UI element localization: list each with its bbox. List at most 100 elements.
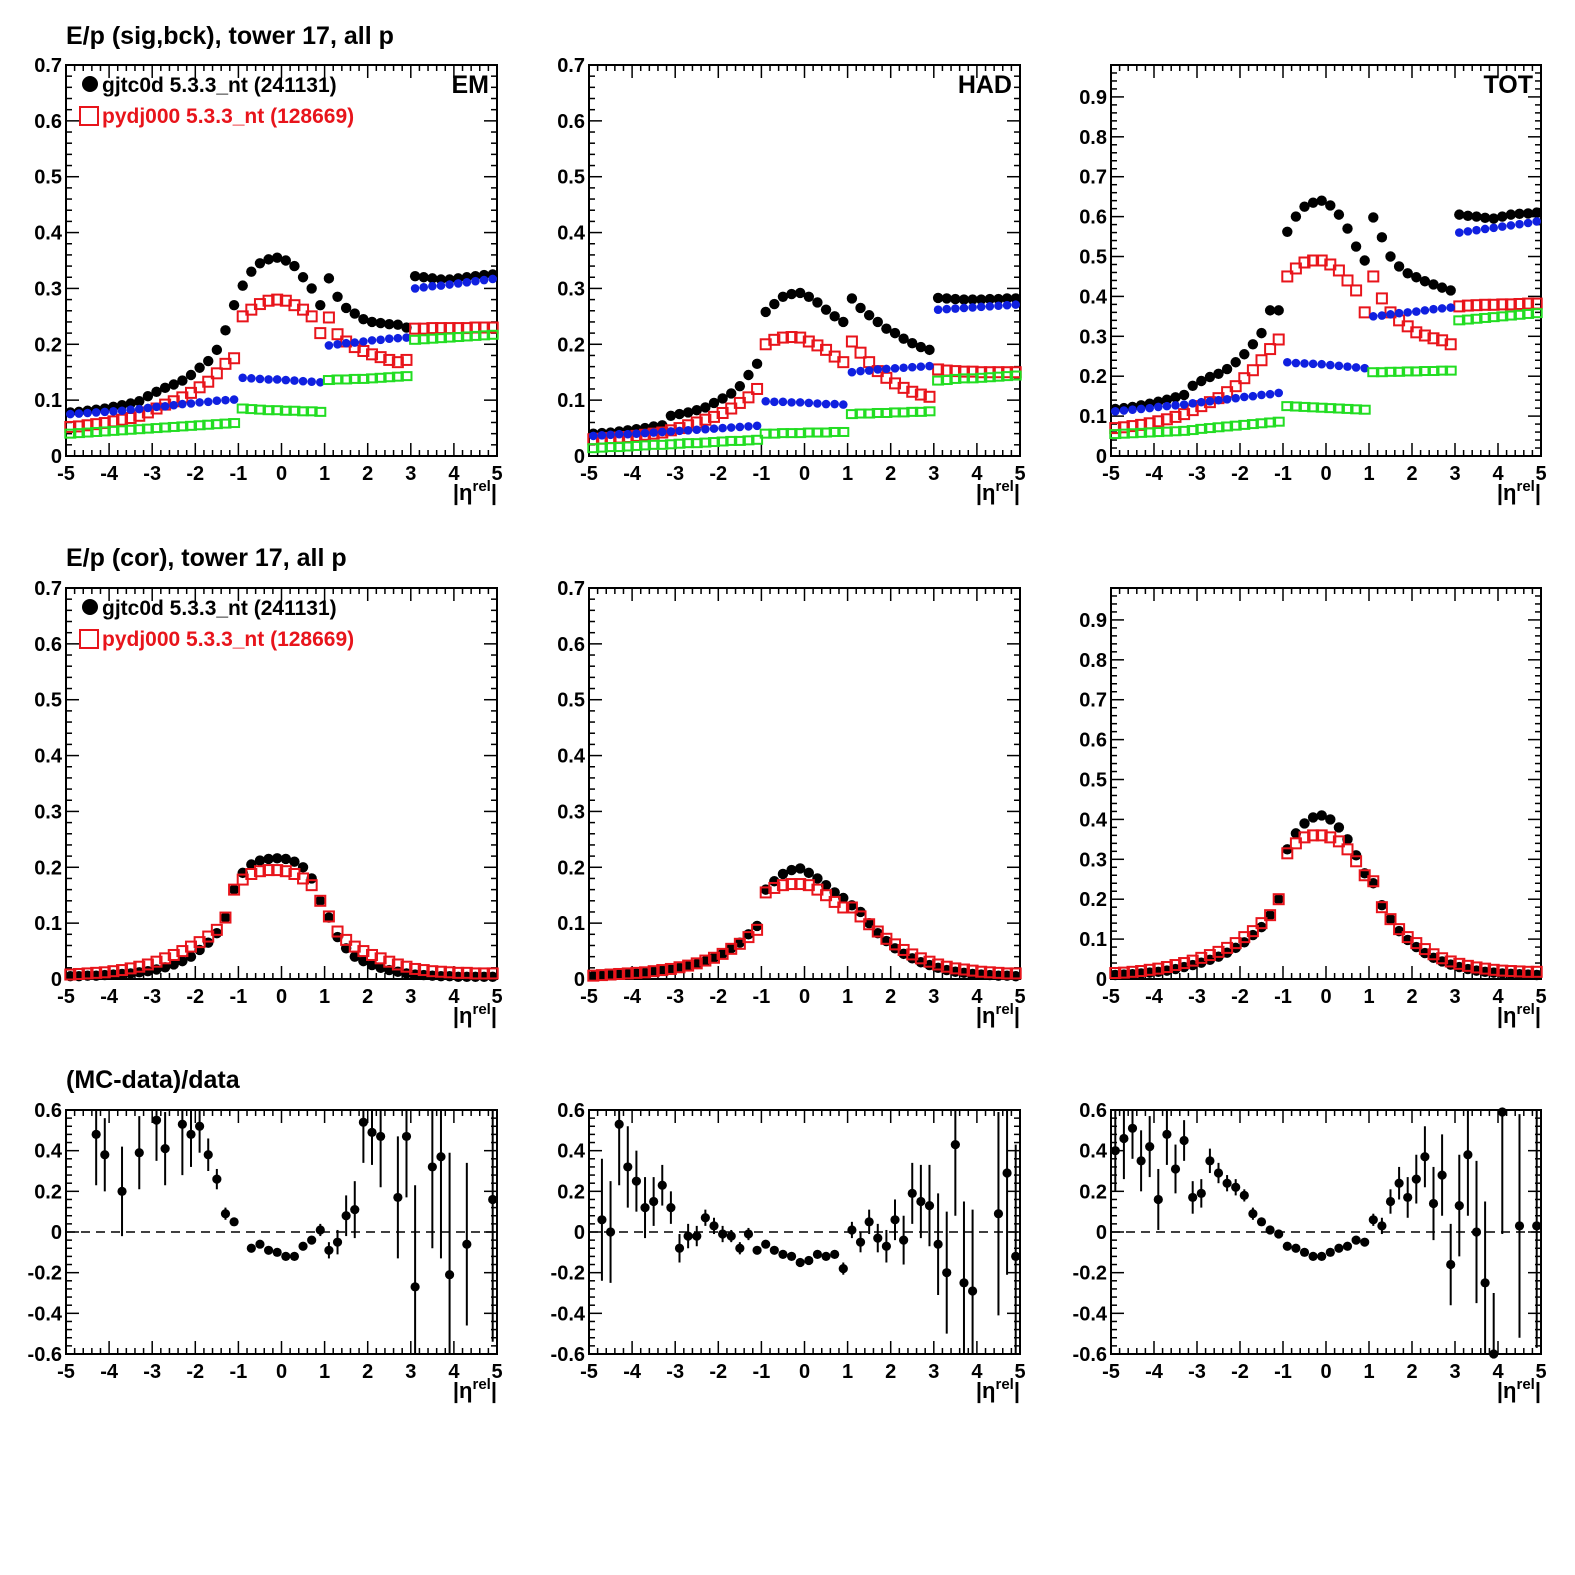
mc-point: [1341, 843, 1354, 856]
blue-point: [1532, 217, 1541, 226]
mc-point: [854, 346, 867, 359]
data-point: [366, 959, 378, 971]
blue-point: [1002, 300, 1012, 310]
x-tick-label: 1: [319, 1361, 330, 1383]
blue-point: [1179, 400, 1189, 409]
data-point: [950, 293, 961, 305]
blue-point: [1437, 304, 1447, 313]
data-point: [134, 396, 145, 407]
mc-point: [72, 967, 85, 980]
x-tick-label: -5: [580, 1361, 598, 1383]
x-axis-label-main: |η: [453, 480, 473, 505]
data-point: [375, 962, 386, 974]
green-point: [1307, 402, 1320, 413]
ratio-point: [605, 1227, 616, 1237]
blue-point: [91, 408, 101, 417]
ratio-point: [203, 1150, 213, 1160]
ratio-point: [1274, 1229, 1284, 1239]
ratio-point: [640, 1203, 650, 1213]
green-point: [906, 406, 919, 417]
y-tick-label: 0.3: [34, 801, 62, 823]
blue-point: [1257, 390, 1266, 400]
data-point: [863, 917, 875, 929]
ratio-point: [1002, 1168, 1012, 1178]
data-point: [915, 341, 927, 353]
ratio-point: [1394, 1178, 1404, 1188]
blue-point: [968, 303, 977, 312]
y-tick-label: 0: [574, 1222, 585, 1244]
green-point: [1126, 428, 1139, 439]
blue-point: [1377, 311, 1387, 320]
mc-point: [98, 966, 111, 979]
ratio-point: [847, 1225, 857, 1235]
data-point: [855, 302, 866, 314]
data-point: [1359, 255, 1370, 266]
ratio-point: [1170, 1164, 1181, 1174]
mc-point: [1393, 923, 1406, 936]
data-point: [1256, 327, 1267, 339]
mc-point: [1117, 421, 1130, 434]
green-point: [357, 373, 370, 384]
ratio-point: [393, 1192, 403, 1203]
mc-point: [768, 333, 781, 346]
x-tick-label: -4: [1145, 1361, 1164, 1383]
data-point: [820, 879, 832, 891]
blue-point: [126, 405, 135, 414]
data-point: [349, 308, 360, 319]
blue-point: [1136, 404, 1146, 414]
mc-point: [1479, 962, 1492, 975]
data-point: [691, 404, 702, 416]
green-point: [716, 436, 729, 447]
data-point: [1385, 913, 1396, 925]
green-point: [1143, 427, 1156, 438]
blue-point: [488, 274, 497, 284]
blue-point: [683, 426, 693, 435]
green-point: [322, 375, 335, 386]
green-point: [262, 405, 275, 416]
mc-point: [957, 963, 970, 976]
x-tick-label: 3: [928, 1361, 939, 1383]
ratio-point: [1011, 1251, 1021, 1261]
data-point: [1001, 293, 1013, 304]
mc-point: [1160, 961, 1173, 974]
data-point: [1325, 200, 1336, 211]
green-point: [1160, 426, 1173, 437]
blue-point: [1145, 403, 1154, 413]
x-axis-label-sup: rel: [1516, 478, 1534, 495]
green-point: [1169, 426, 1182, 437]
ratio-point: [1196, 1188, 1206, 1198]
data-point: [168, 959, 179, 970]
y-tick-label: 0: [51, 446, 62, 468]
data-point: [263, 853, 274, 865]
mc-point: [1255, 917, 1268, 930]
data-point: [907, 337, 918, 349]
blue-point: [445, 280, 454, 289]
y-tick-label: 0: [1096, 1222, 1107, 1244]
green-point: [150, 423, 163, 434]
blue-point: [1128, 405, 1137, 415]
ratio-point: [1231, 1182, 1241, 1192]
x-tick-label: -1: [230, 1361, 248, 1383]
mc-point: [116, 964, 129, 977]
blue-point: [402, 333, 411, 342]
ratio-point: [1428, 1198, 1439, 1209]
x-axis-label-main: |η: [976, 1003, 996, 1028]
y-tick-label: 0.3: [1079, 849, 1107, 871]
panel-label: TOT: [1483, 71, 1533, 99]
y-tick-label: 0.4: [557, 746, 586, 768]
mc-point: [690, 957, 703, 970]
green-point: [621, 441, 634, 452]
mc-point: [228, 883, 241, 896]
data-point: [1221, 363, 1233, 375]
y-tick-label: 0.9: [1079, 87, 1107, 109]
mc-point: [383, 353, 396, 366]
mc-point: [845, 335, 858, 348]
mc-point: [932, 958, 945, 971]
data-point: [726, 388, 737, 399]
x-tick-label: 5: [1014, 1361, 1025, 1383]
ratio-point: [950, 1139, 960, 1150]
y-tick-label: 0.6: [1079, 1100, 1107, 1122]
mc-point: [1461, 299, 1474, 312]
y-tick-label: -0.4: [1073, 1303, 1108, 1325]
ratio-point: [1368, 1215, 1378, 1225]
